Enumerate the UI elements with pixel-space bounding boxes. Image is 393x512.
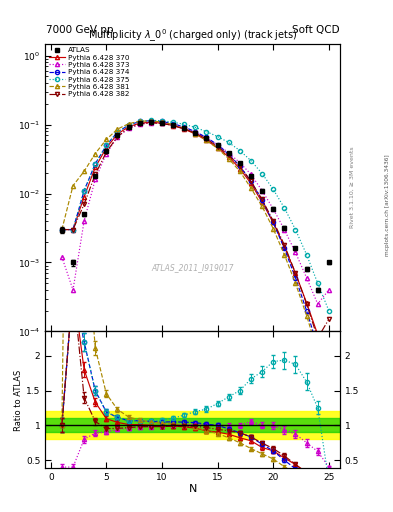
Legend: ATLAS, Pythia 6.428 370, Pythia 6.428 373, Pythia 6.428 374, Pythia 6.428 375, P: ATLAS, Pythia 6.428 370, Pythia 6.428 37… <box>48 46 130 99</box>
Text: ATLAS_2011_I919017: ATLAS_2011_I919017 <box>151 264 234 272</box>
Text: 7000 GeV pp: 7000 GeV pp <box>46 25 114 35</box>
Y-axis label: Rivet 3.1.10, ≥ 3M events: Rivet 3.1.10, ≥ 3M events <box>350 146 355 228</box>
X-axis label: N: N <box>188 484 197 494</box>
Y-axis label: Ratio to ATLAS: Ratio to ATLAS <box>14 369 23 431</box>
Bar <box>45 412 340 439</box>
Text: mcplots.cern.ch [arXiv:1306.3436]: mcplots.cern.ch [arXiv:1306.3436] <box>385 154 390 255</box>
Title: Multiplicity $\lambda\_0^0$ (charged only) (track jets): Multiplicity $\lambda\_0^0$ (charged onl… <box>88 27 298 44</box>
Bar <box>45 418 340 432</box>
Text: Soft QCD: Soft QCD <box>292 25 339 35</box>
